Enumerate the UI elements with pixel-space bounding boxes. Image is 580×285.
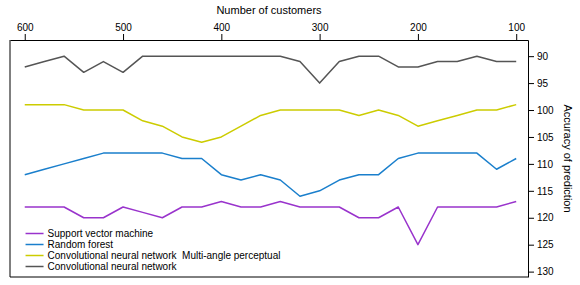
y-axis: 90 95 100 105 110 115 120 125 130 xyxy=(528,41,554,278)
y-tick: 100 xyxy=(528,105,554,116)
y-tick-mark xyxy=(528,164,534,165)
y-axis-line xyxy=(528,41,529,278)
x-tick: 500 xyxy=(115,22,132,40)
y-tick-mark xyxy=(528,272,534,273)
x-axis-title: Number of customers xyxy=(216,4,322,16)
y-tick-mark xyxy=(528,137,534,138)
x-tick: 300 xyxy=(312,22,329,40)
x-tick-mark xyxy=(25,34,26,40)
y-tick: 105 xyxy=(528,132,554,143)
x-tick-label: 100 xyxy=(508,22,525,33)
chart: 600 500 400 300 200 100 90 95 100 105 110 115 120 125… xyxy=(0,0,580,285)
x-tick-label: 400 xyxy=(213,22,230,33)
x-tick-mark xyxy=(320,34,321,40)
y-tick: 125 xyxy=(528,239,554,250)
y-tick: 130 xyxy=(528,266,554,277)
x-tick: 400 xyxy=(213,22,230,40)
y-tick: 110 xyxy=(528,159,553,170)
x-tick-label: 500 xyxy=(115,22,132,33)
legend-entry: Convolutional neural network Multi-angle… xyxy=(26,250,281,261)
y-tick: 115 xyxy=(528,186,553,197)
x-axis-line xyxy=(11,40,529,41)
x-tick-label: 300 xyxy=(312,22,329,33)
x-axis: 600 500 400 300 200 100 xyxy=(11,22,529,41)
plot: 600 500 400 300 200 100 90 95 100 105 110 115 120 125… xyxy=(10,22,554,278)
y-tick: 120 xyxy=(528,212,554,223)
frame-bottom xyxy=(10,277,528,278)
legend-label: Convolutional neural network xyxy=(48,261,178,272)
series-line xyxy=(25,105,516,143)
series-line xyxy=(25,56,516,83)
y-tick-label: 130 xyxy=(537,266,554,277)
y-tick-mark xyxy=(528,83,534,84)
y-tick-label: 110 xyxy=(537,159,553,170)
y-axis-title: Accuracy of prediction xyxy=(562,104,574,212)
frame-left xyxy=(10,40,11,277)
legend-label: Support vector machine xyxy=(48,228,154,239)
y-tick-mark xyxy=(528,245,534,246)
lines xyxy=(25,56,516,245)
legend-entry: Support vector machine xyxy=(26,228,154,239)
series-line xyxy=(25,153,516,196)
legend-label: Random forest xyxy=(48,239,114,250)
x-tick-mark xyxy=(123,34,124,40)
y-tick-label: 90 xyxy=(537,51,549,62)
x-tick: 100 xyxy=(508,22,525,40)
y-tick-label: 100 xyxy=(537,105,554,116)
x-tick-label: 600 xyxy=(17,22,34,33)
x-tick-label: 200 xyxy=(410,22,427,33)
legend-swatch xyxy=(26,266,44,268)
y-tick-label: 115 xyxy=(537,186,553,197)
y-tick-mark xyxy=(528,218,534,219)
y-tick-mark xyxy=(528,56,534,57)
y-tick: 90 xyxy=(528,51,549,62)
legend: Support vector machineRandom forestConvo… xyxy=(26,228,281,272)
y-tick-label: 95 xyxy=(537,78,549,89)
legend-swatch xyxy=(26,255,44,257)
legend-swatch xyxy=(26,233,44,235)
y-tick-label: 105 xyxy=(537,132,554,143)
legend-entry: Convolutional neural network xyxy=(26,261,178,272)
x-tick: 200 xyxy=(410,22,427,40)
x-tick-mark xyxy=(516,34,517,40)
legend-label: Convolutional neural network Multi-angle… xyxy=(48,250,281,261)
y-tick-label: 125 xyxy=(537,239,554,250)
y-tick-mark xyxy=(528,191,534,192)
x-tick-mark xyxy=(221,34,222,40)
legend-entry: Random forest xyxy=(26,239,114,250)
legend-swatch xyxy=(26,244,44,246)
y-tick-mark xyxy=(528,110,534,111)
y-tick-label: 120 xyxy=(537,212,554,223)
y-tick: 95 xyxy=(528,78,549,89)
x-tick: 600 xyxy=(17,22,34,40)
x-tick-mark xyxy=(418,34,419,40)
